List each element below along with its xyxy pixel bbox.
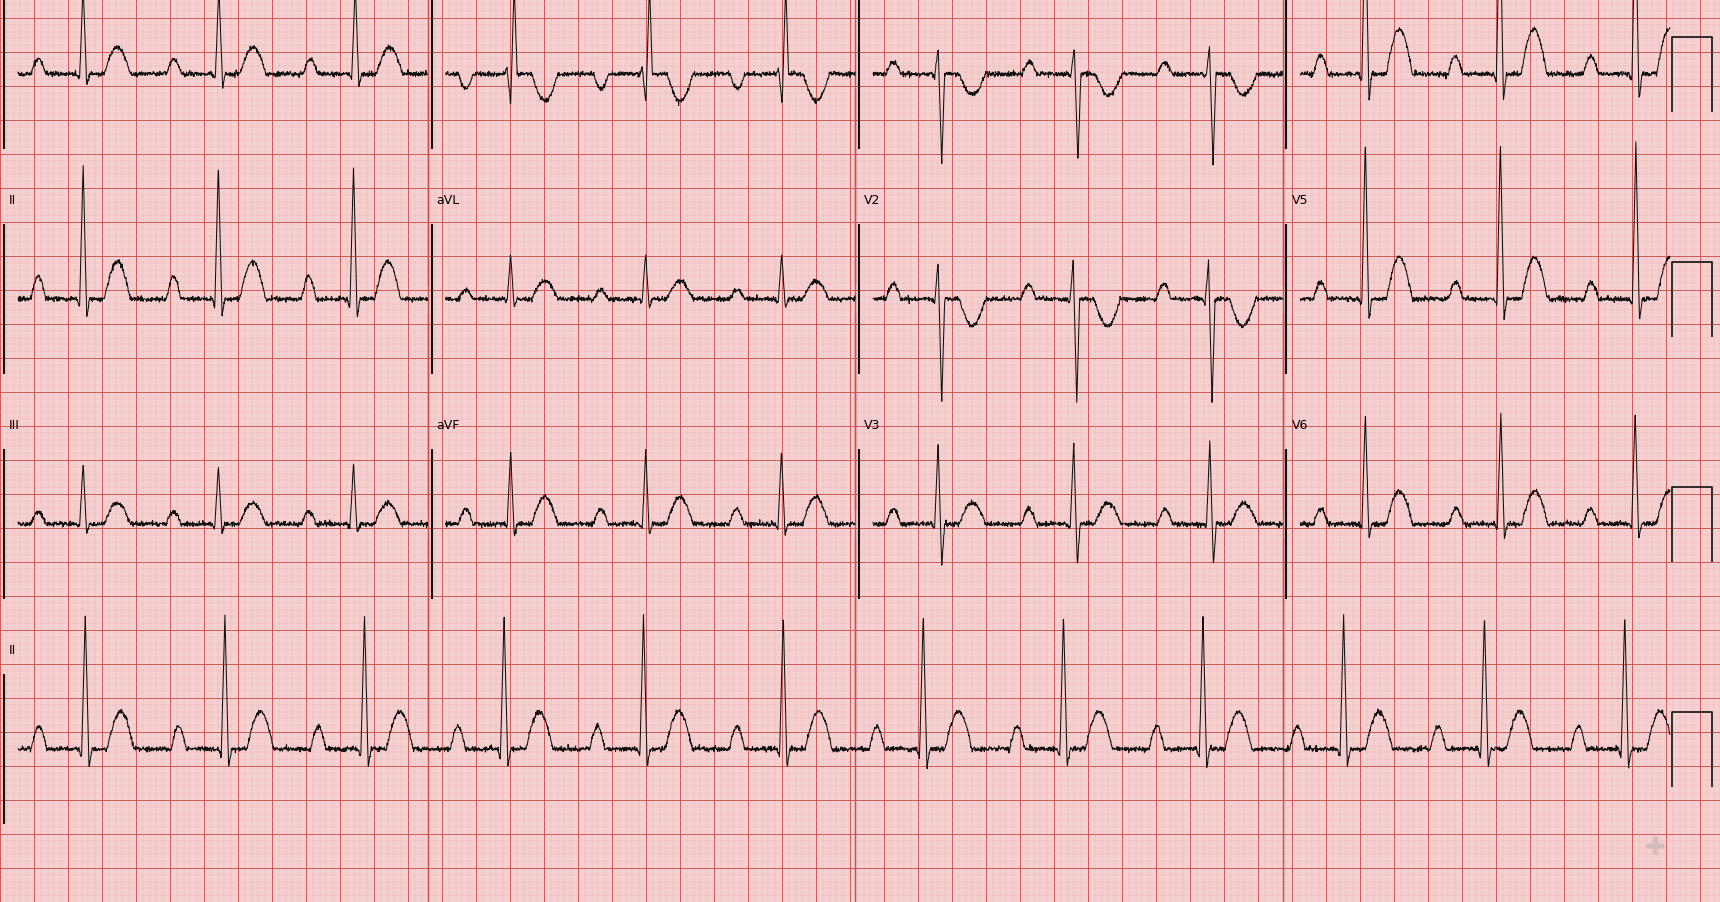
Text: II: II	[9, 194, 15, 207]
Text: V2: V2	[863, 194, 881, 207]
Text: aVF: aVF	[437, 419, 459, 432]
Text: V3: V3	[863, 419, 881, 432]
Text: ✚: ✚	[1644, 835, 1665, 859]
Text: III: III	[9, 419, 21, 432]
Text: V5: V5	[1292, 194, 1307, 207]
Text: II: II	[9, 644, 15, 657]
Text: aVL: aVL	[437, 194, 459, 207]
Text: V6: V6	[1292, 419, 1307, 432]
